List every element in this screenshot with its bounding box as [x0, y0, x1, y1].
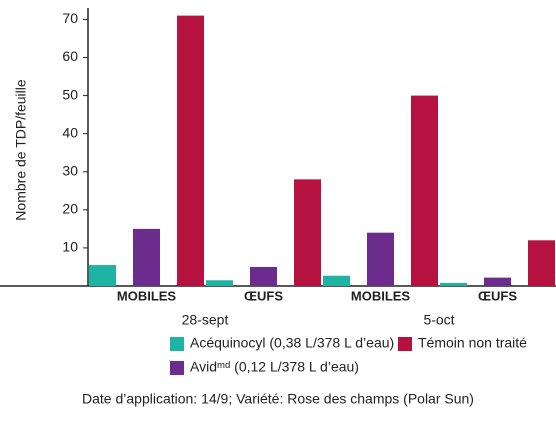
legend-swatch	[170, 337, 184, 351]
group-label: 5-oct	[423, 312, 454, 328]
bar	[528, 240, 555, 286]
y-tick-label: 70	[62, 10, 78, 26]
y-axis-title: Nombre de TDP/feuille	[13, 79, 29, 221]
bar	[89, 265, 116, 286]
bar	[440, 282, 467, 286]
legend-label: Témoin non traité	[418, 335, 527, 351]
x-tick-label: ŒUFS	[478, 288, 517, 303]
bar	[367, 232, 394, 286]
y-tick-label: 50	[62, 86, 78, 102]
y-tick-label: 30	[62, 162, 78, 178]
bar	[206, 280, 233, 286]
y-tick-label: 10	[62, 239, 78, 255]
bar	[411, 95, 438, 286]
x-tick-label: MOBILES	[117, 288, 177, 303]
bar	[484, 277, 511, 286]
y-tick-label: 20	[62, 201, 78, 217]
footnote: Date d’application: 14/9; Variété: Rose …	[82, 391, 474, 407]
legend-swatch	[170, 361, 184, 375]
bar	[177, 15, 204, 287]
legend-label: Acéquinocyl (0,38 L/378 L d’eau)	[190, 335, 394, 351]
legend-label: Avidᵐᵈ (0,12 L/378 L d’eau)	[190, 359, 359, 375]
legend-swatch	[398, 337, 412, 351]
x-tick-label: MOBILES	[351, 288, 411, 303]
bar	[133, 228, 160, 286]
group-label: 28-sept	[182, 312, 229, 328]
bar	[323, 275, 350, 286]
x-tick-label: ŒUFS	[244, 288, 283, 303]
y-tick-label: 60	[62, 48, 78, 64]
bar	[250, 266, 277, 286]
bar	[294, 179, 321, 286]
y-tick-label: 40	[62, 124, 78, 140]
